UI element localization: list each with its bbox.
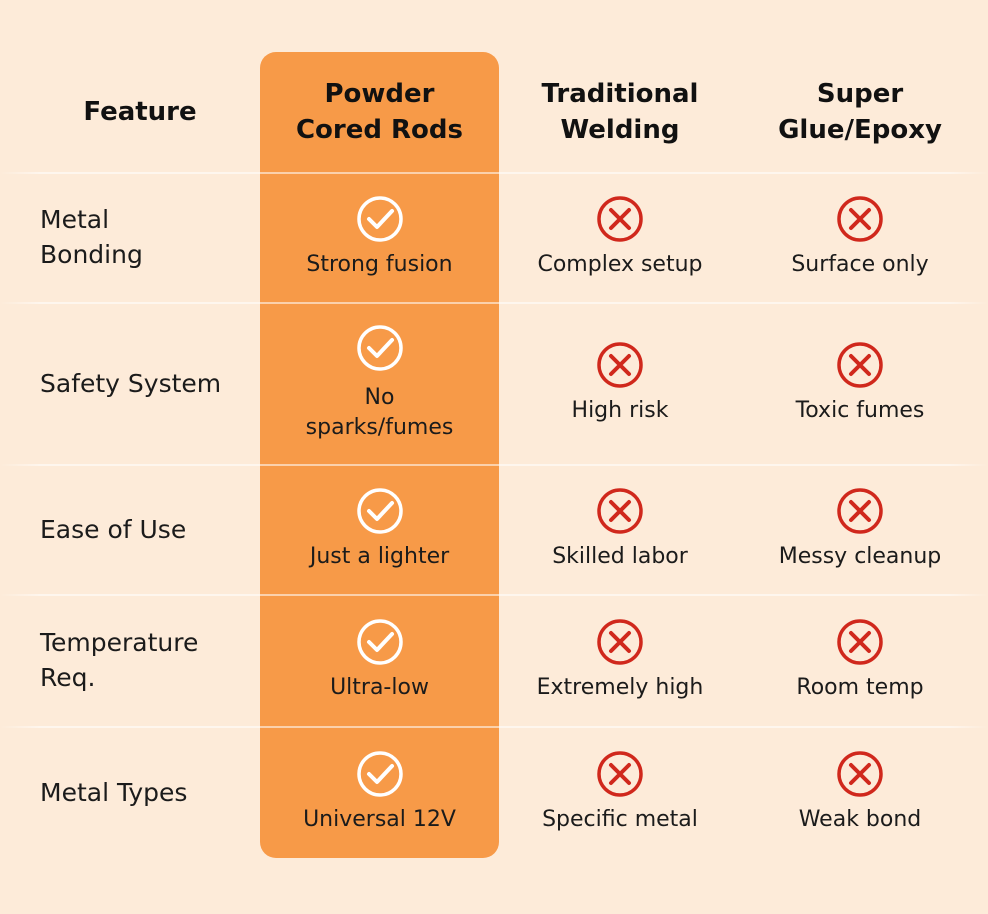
header-line: Powder xyxy=(324,79,435,109)
feature-line: Safety System xyxy=(40,368,222,398)
cell-text: Just a lighter xyxy=(309,544,450,569)
cell-text: High risk xyxy=(571,398,669,423)
feature-line: Req. xyxy=(40,663,96,692)
header-line: Traditional xyxy=(541,79,699,109)
cell-text: Messy cleanup xyxy=(778,544,942,569)
feature-line: Temperature xyxy=(40,628,199,657)
check-circle-icon xyxy=(356,325,403,371)
header-line: Cored Rods xyxy=(295,115,464,145)
x-circle-icon xyxy=(837,751,883,797)
row-divider xyxy=(0,464,988,466)
header-line: Welding xyxy=(560,115,680,145)
cell-text: Surface only xyxy=(791,252,929,277)
feature-line: Metal xyxy=(40,205,110,234)
cell: Surface only xyxy=(740,172,980,302)
cell: No sparks/fumes xyxy=(260,302,499,464)
cell-text: Universal 12V xyxy=(303,807,456,832)
cell-text: Specific metal xyxy=(542,807,698,832)
cell: Skilled labor xyxy=(500,464,740,594)
cell: Just a lighter xyxy=(260,464,499,594)
cell: Weak bond xyxy=(740,726,980,858)
row-divider xyxy=(0,172,988,174)
feature-line: Ease of Use xyxy=(40,514,187,544)
feature-metal-bonding: Metal Bonding xyxy=(40,172,143,302)
x-circle-icon xyxy=(597,196,643,242)
cell-text: Strong fusion xyxy=(306,252,453,277)
feature-safety-system: Safety System xyxy=(40,302,221,464)
row-divider xyxy=(0,594,988,596)
header-feature-label: Feature xyxy=(83,97,197,127)
header-feature: Feature xyxy=(20,52,260,172)
feature-line: Bonding xyxy=(40,240,143,269)
x-circle-icon xyxy=(837,196,883,242)
header-powder-cored-rods: Powder Cored Rods xyxy=(260,52,499,172)
cell: Extremely high xyxy=(500,594,740,726)
x-circle-icon xyxy=(597,751,643,797)
cell: Messy cleanup xyxy=(740,464,980,594)
check-circle-icon xyxy=(356,751,403,797)
x-circle-icon xyxy=(597,342,643,388)
cell: Ultra-low xyxy=(260,594,499,726)
cell-text: Skilled labor xyxy=(552,544,688,569)
row-divider xyxy=(0,726,988,728)
x-circle-icon xyxy=(837,488,883,534)
check-circle-icon xyxy=(356,619,403,665)
feature-line: Metal Types xyxy=(40,777,188,807)
cell-text: Room temp xyxy=(796,675,924,700)
cell-text: Complex setup xyxy=(537,252,703,277)
x-circle-icon xyxy=(837,619,883,665)
feature-ease-of-use: Ease of Use xyxy=(40,464,186,594)
cell-text: Toxic fumes xyxy=(795,398,925,423)
cell-text: No xyxy=(364,385,395,410)
feature-metal-types: Metal Types xyxy=(40,726,187,858)
cell-text: sparks/fumes xyxy=(305,415,454,440)
check-circle-icon xyxy=(356,488,403,534)
header-line: Super xyxy=(816,79,904,109)
x-circle-icon xyxy=(597,488,643,534)
highlight-column xyxy=(260,52,499,858)
x-circle-icon xyxy=(597,619,643,665)
x-circle-icon xyxy=(837,342,883,388)
cell: Specific metal xyxy=(500,726,740,858)
cell: Toxic fumes xyxy=(740,302,980,464)
cell-text: Ultra-low xyxy=(330,675,429,700)
row-divider xyxy=(0,302,988,304)
cell: Complex setup xyxy=(500,172,740,302)
header-super-glue-epoxy: Super Glue/Epoxy xyxy=(740,52,980,172)
cell-text: Extremely high xyxy=(536,675,704,700)
cell: Strong fusion xyxy=(260,172,499,302)
header-traditional-welding: Traditional Welding xyxy=(500,52,740,172)
cell: Room temp xyxy=(740,594,980,726)
check-circle-icon xyxy=(356,196,403,242)
feature-temperature-req: Temperature Req. xyxy=(40,594,198,726)
cell-text: Weak bond xyxy=(798,807,922,832)
cell: Universal 12V xyxy=(260,726,499,858)
header-line: Glue/Epoxy xyxy=(778,115,942,145)
cell: High risk xyxy=(500,302,740,464)
